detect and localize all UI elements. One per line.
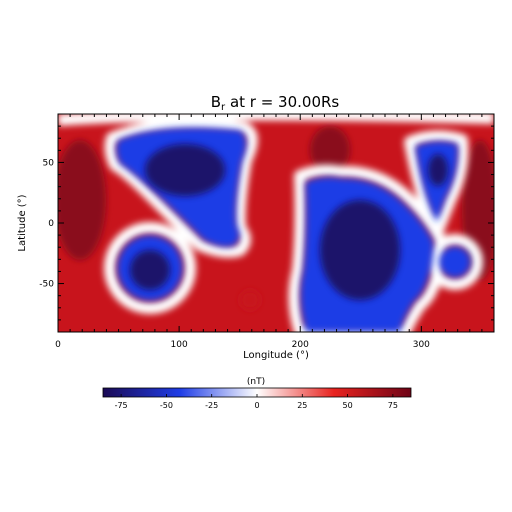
heatmap-field (58, 114, 494, 332)
colorbar-tick-label: 25 (297, 401, 307, 410)
colorbar-tick-label: 0 (254, 401, 259, 410)
x-tick-label: 300 (413, 340, 430, 350)
colorbar-tick-label: -75 (115, 401, 128, 410)
colorbar-ticks (120, 394, 394, 397)
colorbar-tick-label: 75 (388, 401, 398, 410)
colorbar-tick-label: -50 (160, 401, 173, 410)
colorbar-tick-label: -25 (205, 401, 218, 410)
x-tick-label: 0 (55, 340, 61, 350)
strong-negative-cores (130, 144, 448, 300)
region-south-east (439, 246, 471, 278)
chart-title: Br at r = 30.00Rs (211, 93, 340, 113)
x-tick-label: 100 (171, 340, 188, 350)
colorbar-label: (nT) (247, 377, 265, 387)
x-axis-label: Longitude (°) (243, 350, 309, 361)
y-axis-label: Latitude (°) (17, 194, 28, 251)
y-tick-label: -50 (39, 280, 54, 290)
axis-ticks (57, 114, 495, 332)
x-tick-label: 200 (292, 340, 309, 350)
neutral-line-halo (58, 114, 494, 332)
x-tick-labels: 0 100 200 300 (55, 340, 430, 350)
colorbar-tick-labels: -75 -50 -25 0 25 50 75 (115, 401, 398, 410)
y-tick-labels: 50 0 -50 (39, 158, 54, 289)
y-tick-label: 50 (43, 158, 55, 168)
y-tick-label: 0 (48, 219, 54, 229)
colorbar-tick-label: 50 (342, 401, 352, 410)
